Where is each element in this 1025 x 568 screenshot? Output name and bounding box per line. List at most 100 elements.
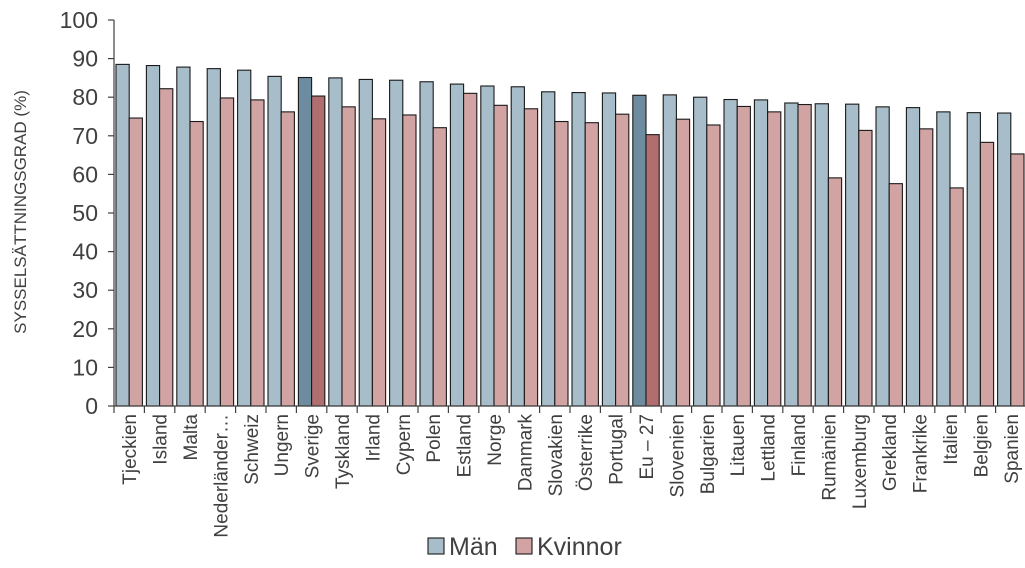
bar-man-14 [541, 91, 556, 407]
bar-man-19 [693, 96, 708, 407]
x-tick-label-21: Lettland [759, 414, 780, 482]
bar-man-12 [480, 85, 495, 407]
x-tick-label-28: Belgien [971, 414, 992, 477]
x-ticks: Tjeckien Island Malta Nederländer… Schweiz Un… [113, 406, 1023, 538]
bar-kvinnor-9 [402, 114, 417, 407]
x-tick-label-19: Bulgarien [698, 414, 719, 494]
y-tick-label-0: 0 [85, 393, 98, 419]
bar-man-29 [997, 112, 1012, 407]
bar-kvinnor-4 [250, 99, 265, 407]
bar-kvinnor-14 [554, 120, 569, 407]
x-tick-label-9: Cypern [394, 414, 415, 475]
bar-kvinnor-29 [1010, 153, 1025, 407]
x-tick-label-2: Malta [181, 414, 202, 461]
x-tick-label-1: Island [151, 414, 172, 465]
bar-man-9 [389, 79, 404, 407]
bar-man-20 [723, 98, 738, 407]
bar-man-1 [145, 65, 161, 407]
x-tick-label-6: Sverige [303, 414, 324, 478]
bar-kvinnor-16 [615, 113, 630, 407]
y-tick-label-60: 60 [72, 161, 98, 187]
x-tick-label-13: Danmark [515, 414, 536, 492]
bar-kvinnor-11 [463, 92, 478, 407]
y-tick-label-10: 10 [72, 354, 98, 380]
x-tick-label-20: Litauen [728, 414, 749, 476]
x-tick-label-8: Irland [363, 414, 384, 462]
bar-kvinnor-5 [280, 111, 295, 407]
legend-label-1: Kvinnor [537, 533, 622, 561]
bars-layer [115, 63, 1025, 407]
x-tick-label-14: Slovakien [546, 414, 567, 496]
bar-kvinnor-6 [311, 95, 326, 407]
x-tick-label-17: Eu – 27 [637, 414, 658, 480]
bar-kvinnor-15 [584, 122, 599, 407]
y-tick-label-90: 90 [72, 46, 98, 72]
y-tick-label-30: 30 [72, 277, 98, 303]
bar-kvinnor-1 [159, 88, 174, 407]
bar-man-23 [814, 103, 829, 407]
bar-kvinnor-21 [767, 111, 782, 407]
legend: Män Kvinnor [427, 533, 622, 561]
bar-kvinnor-3 [219, 97, 235, 407]
y-tick-label-80: 80 [72, 84, 98, 110]
bar-kvinnor-26 [919, 128, 934, 407]
bar-kvinnor-2 [189, 120, 204, 407]
bar-man-3 [206, 68, 221, 407]
bar-man-13 [510, 86, 525, 407]
bar-kvinnor-25 [888, 183, 903, 407]
bar-man-15 [571, 92, 586, 407]
x-tick-label-23: Rumänien [819, 414, 840, 501]
bar-man-10 [419, 81, 434, 407]
bar-man-17 [632, 94, 647, 407]
y-tick-label-70: 70 [72, 123, 98, 149]
x-tick-label-26: Frankrike [911, 414, 932, 493]
bar-man-22 [784, 102, 799, 407]
x-tick-label-3: Nederländer… [211, 414, 232, 538]
x-tick-label-7: Tyskland [333, 414, 354, 489]
bar-man-27 [936, 111, 951, 407]
bar-man-26 [905, 107, 921, 407]
bar-kvinnor-17 [645, 134, 660, 407]
bar-man-18 [662, 94, 677, 407]
y-ticks: 0 10 20 30 40 50 60 70 80 90 100 [60, 7, 114, 419]
y-tick-label-40: 40 [72, 239, 98, 265]
bar-man-11 [449, 83, 465, 407]
bar-man-28 [966, 112, 981, 407]
bar-kvinnor-22 [797, 103, 812, 407]
bar-man-2 [176, 66, 191, 407]
x-tick-label-12: Norge [485, 414, 506, 466]
legend-label-0: Män [449, 533, 498, 561]
x-tick-label-4: Schweiz [242, 414, 263, 485]
bar-man-6 [297, 76, 313, 407]
bar-kvinnor-10 [432, 127, 447, 407]
bar-kvinnor-8 [371, 118, 387, 407]
bar-kvinnor-18 [675, 118, 691, 407]
legend-swatch-0 [427, 537, 445, 555]
bar-kvinnor-0 [128, 117, 143, 407]
x-tick-label-16: Portugal [607, 414, 628, 485]
x-tick-label-24: Luxemburg [850, 414, 871, 509]
bar-man-21 [753, 99, 769, 407]
x-tick-label-22: Finland [789, 414, 810, 476]
x-tick-label-10: Polen [424, 414, 445, 463]
bar-kvinnor-19 [706, 124, 721, 407]
x-tick-label-29: Spanien [1002, 414, 1023, 484]
bar-kvinnor-13 [523, 108, 539, 407]
bar-kvinnor-28 [979, 141, 995, 407]
legend-swatch-1 [515, 537, 533, 555]
x-tick-label-11: Estland [455, 414, 476, 477]
y-tick-label-50: 50 [72, 200, 98, 226]
bar-man-4 [237, 69, 252, 407]
x-tick-label-27: Italien [941, 414, 962, 465]
y-axis-label: SYSSELSÄTTNINGSGRAD (%) [11, 90, 30, 334]
bar-kvinnor-23 [827, 177, 843, 407]
bar-kvinnor-20 [736, 105, 751, 407]
bar-man-8 [358, 78, 373, 407]
bar-man-25 [875, 106, 890, 407]
bar-man-0 [115, 63, 130, 407]
y-tick-label-20: 20 [72, 316, 98, 342]
x-tick-label-18: Slovenien [667, 414, 688, 497]
x-tick-label-25: Grekland [880, 414, 901, 491]
